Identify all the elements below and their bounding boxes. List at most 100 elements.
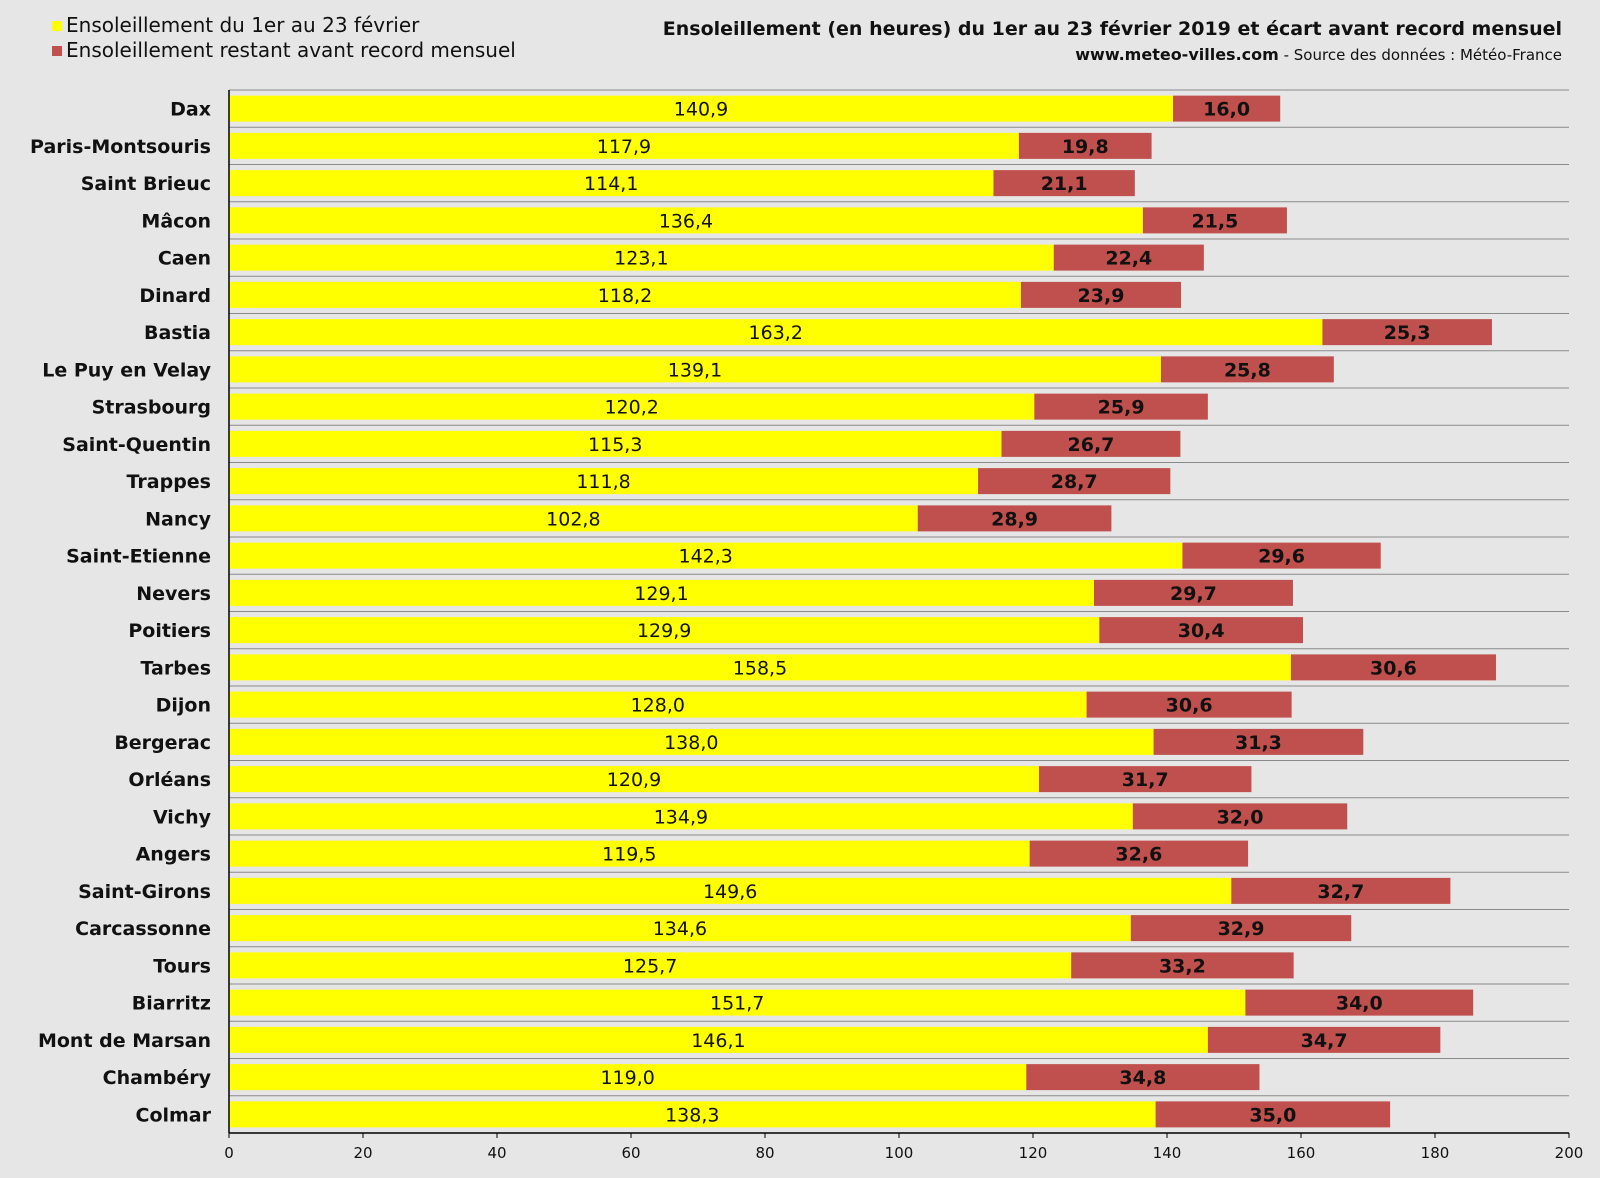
bar-remaining	[1034, 393, 1208, 420]
chart-subtitle: www.meteo-villes.com - Source des donnée…	[663, 45, 1562, 64]
data-label-remaining: 30,4	[1178, 620, 1225, 642]
data-label-remaining: 19,8	[1062, 136, 1109, 158]
bar-remaining	[1231, 877, 1451, 904]
bar-remaining	[1155, 1101, 1391, 1128]
bar-sunshine	[229, 989, 1246, 1016]
bar-sunshine	[229, 505, 918, 532]
data-label-sunshine: 119,5	[602, 844, 656, 866]
data-label-sunshine: 111,8	[576, 471, 630, 493]
bar-sunshine	[229, 617, 1100, 644]
data-label-sunshine: 125,7	[623, 955, 677, 977]
data-label-remaining: 29,7	[1170, 583, 1217, 605]
bar-sunshine	[229, 728, 1154, 755]
data-label-remaining: 35,0	[1249, 1104, 1296, 1126]
data-label-sunshine: 146,1	[691, 1030, 745, 1052]
data-source: - Source des données : Météo-France	[1283, 46, 1562, 64]
chart-title: Ensoleillement (en heures) du 1er au 23 …	[662, 18, 1562, 40]
category-label: Poitiers	[128, 620, 211, 642]
bar-sunshine	[229, 207, 1143, 234]
category-label: Dax	[170, 99, 211, 121]
bar-remaining	[917, 505, 1112, 532]
bar-sunshine	[229, 281, 1021, 308]
data-label-sunshine: 149,6	[703, 881, 757, 903]
data-label-remaining: 34,0	[1336, 993, 1383, 1015]
category-label: Angers	[136, 844, 211, 866]
data-label-remaining: 32,6	[1115, 844, 1162, 866]
bar-remaining	[993, 170, 1135, 197]
bar-remaining	[1020, 281, 1182, 308]
bar-sunshine	[229, 356, 1161, 383]
legend-label-remaining: Ensoleillement restant avant record mens…	[66, 37, 516, 62]
data-label-remaining: 21,1	[1041, 173, 1088, 195]
bar-sunshine	[229, 430, 1002, 457]
bar-remaining	[978, 468, 1171, 495]
category-label: Bastia	[144, 322, 211, 344]
data-label-sunshine: 140,9	[674, 99, 728, 121]
data-label-sunshine: 115,3	[588, 434, 642, 456]
data-label-remaining: 34,7	[1301, 1030, 1348, 1052]
bar-remaining	[1029, 840, 1249, 867]
data-label-sunshine: 163,2	[749, 322, 803, 344]
bar-remaining	[1001, 430, 1181, 457]
data-label-remaining: 32,7	[1317, 881, 1364, 903]
bar-sunshine	[229, 691, 1087, 718]
bar-sunshine	[229, 542, 1183, 569]
legend-item-remaining: Ensoleillement restant avant record mens…	[52, 37, 516, 62]
bar-sunshine	[229, 654, 1291, 681]
category-label: Le Puy en Velay	[42, 359, 211, 381]
category-label: Nevers	[136, 583, 211, 605]
category-label: Vichy	[153, 806, 212, 828]
data-label-remaining: 22,4	[1105, 248, 1152, 270]
data-label-remaining: 33,2	[1159, 955, 1206, 977]
bar-remaining	[1018, 132, 1152, 159]
category-label: Chambéry	[103, 1067, 212, 1089]
data-label-sunshine: 123,1	[614, 248, 668, 270]
bar-remaining	[1322, 319, 1492, 346]
category-label: Biarritz	[132, 993, 211, 1015]
data-label-sunshine: 102,8	[546, 508, 600, 530]
category-label: Saint Brieuc	[81, 173, 211, 195]
chart-header: Ensoleillement (en heures) du 1er au 23 …	[663, 18, 1562, 64]
data-label-sunshine: 158,5	[733, 657, 787, 679]
bar-sunshine	[229, 95, 1174, 122]
category-label: Saint-Etienne	[66, 546, 211, 568]
category-label: Paris-Montsouris	[30, 136, 211, 158]
data-label-sunshine: 114,1	[584, 173, 638, 195]
bar-sunshine	[229, 840, 1030, 867]
bar-sunshine	[229, 766, 1040, 793]
category-label: Tours	[153, 955, 211, 977]
data-label-remaining: 30,6	[1370, 657, 1417, 679]
data-label-sunshine: 138,0	[664, 732, 718, 754]
bar-remaining	[1039, 766, 1252, 793]
data-label-remaining: 21,5	[1191, 210, 1238, 232]
category-label: Colmar	[136, 1104, 212, 1126]
x-tick-label: 160	[1287, 1144, 1316, 1162]
data-label-remaining: 34,8	[1119, 1067, 1166, 1089]
bar-remaining	[1142, 207, 1287, 234]
bar-sunshine	[229, 1064, 1027, 1091]
data-label-sunshine: 117,9	[597, 136, 651, 158]
bar-remaining	[1290, 654, 1496, 681]
category-label: Orléans	[128, 769, 211, 791]
data-label-remaining: 30,6	[1166, 695, 1213, 717]
x-tick-label: 180	[1421, 1144, 1450, 1162]
data-label-sunshine: 129,9	[637, 620, 691, 642]
bar-remaining	[1207, 1026, 1441, 1053]
bar-sunshine	[229, 915, 1131, 942]
data-label-remaining: 31,3	[1235, 732, 1282, 754]
x-tick-label: 0	[224, 1144, 234, 1162]
category-label: Dijon	[156, 695, 211, 717]
data-label-sunshine: 119,0	[600, 1067, 654, 1089]
x-tick-label: 80	[755, 1144, 774, 1162]
data-label-remaining: 32,9	[1218, 918, 1265, 940]
bar-sunshine	[229, 170, 994, 197]
bar-sunshine	[229, 468, 979, 495]
x-tick-label: 200	[1555, 1144, 1584, 1162]
bar-remaining	[1182, 542, 1381, 569]
data-label-sunshine: 142,3	[679, 546, 733, 568]
category-label: Saint-Girons	[78, 881, 211, 903]
category-label: Carcassonne	[75, 918, 211, 940]
bar-sunshine	[229, 319, 1323, 346]
bar-remaining	[1160, 356, 1334, 383]
